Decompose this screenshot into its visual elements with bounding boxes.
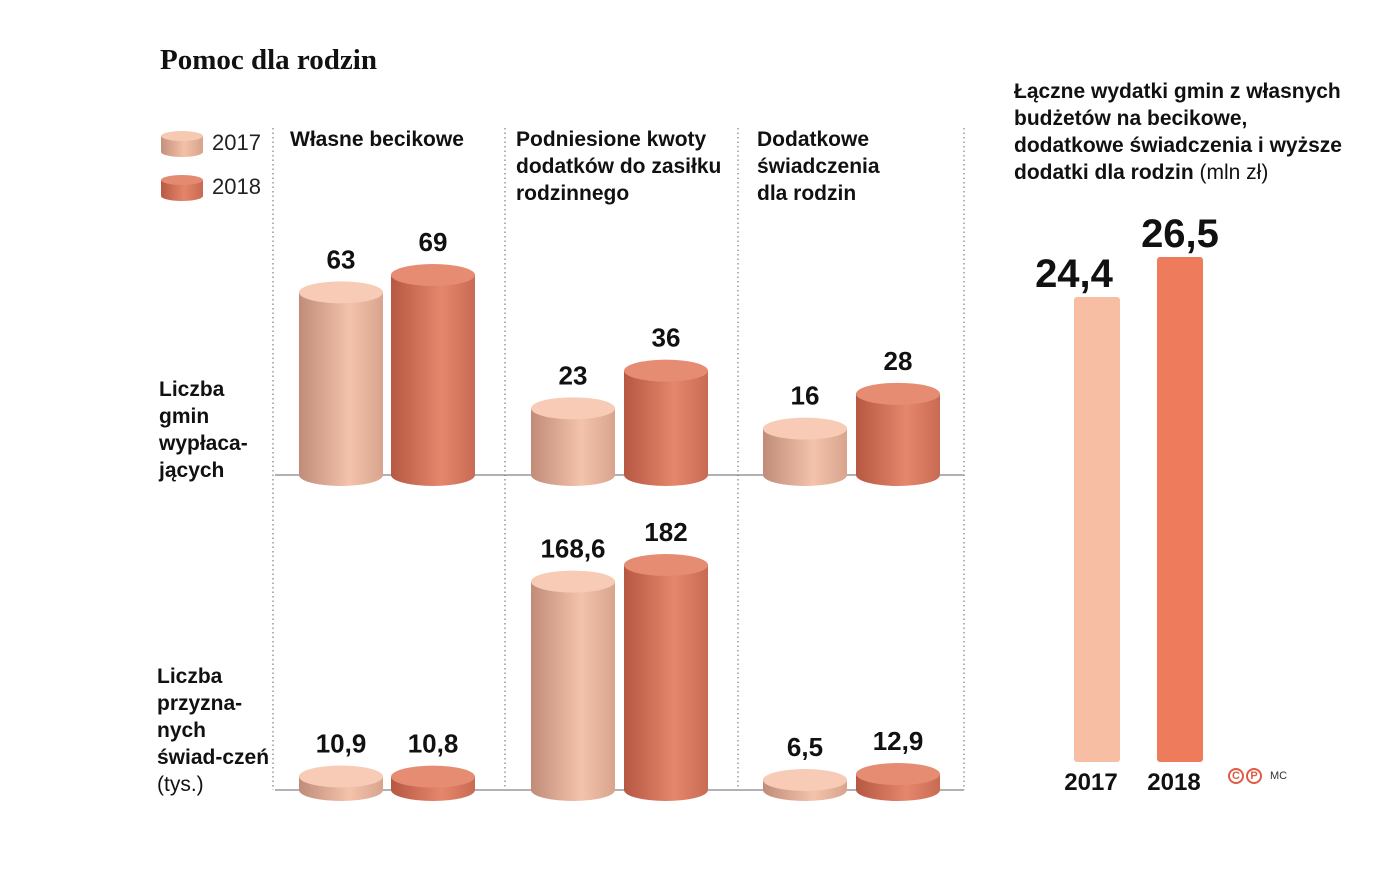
bar-top-p1-c0-s1: [391, 765, 475, 788]
bar-bottom-p0-c2-s1: [856, 464, 940, 486]
bar-label-p1-c2-s1: 12,9: [873, 726, 924, 756]
total-category-label-0: 2017: [1064, 769, 1117, 796]
total-value-label-0: 24,4: [1035, 252, 1114, 296]
chart-marks: 63 23 16 69 36 28 10,9 168,6 6,5 10,8 182 12,9 24,4 2…: [299, 212, 1219, 801]
row-label-gminy: Liczba gmin wypłaca-jących: [159, 376, 267, 484]
legend-cylinder-2018-icon: [161, 175, 203, 201]
bar-label-p1-c1-s0: 168,6: [540, 534, 605, 564]
right-panel-title-unit: (mln zł): [1199, 161, 1269, 184]
bar-p1-c0-s0: [299, 765, 383, 801]
right-panel-title: Łączne wydatki gmin z własnych budżetów …: [1014, 78, 1344, 186]
bar-top-p1-c1-s0: [531, 570, 615, 593]
bar-p0-c2-s0: [763, 417, 847, 486]
bar-label-p1-c0-s0: 10,9: [316, 729, 367, 759]
legend-label-2018: 2018: [212, 174, 261, 199]
bar-top-p0-c1-s0: [531, 397, 615, 420]
bar-bottom-p0-c0-s1: [391, 464, 475, 486]
bar-bottom-p1-c1-s1: [624, 779, 708, 801]
total-bar-0: [1074, 297, 1120, 762]
bar-top-p1-c2-s1: [856, 763, 940, 786]
legend-cylinder-2017-icon: [161, 131, 203, 157]
bar-label-p1-c0-s1: 10,8: [408, 729, 459, 759]
grid-lines: [272, 128, 965, 791]
bar-bottom-p1-c2-s1: [856, 779, 940, 801]
bar-body-p0-c0-s0: [299, 292, 383, 475]
bar-p0-c0-s0: [299, 281, 383, 486]
legend-item-2018: 2018: [160, 171, 261, 203]
copyright-icon: C: [1228, 768, 1244, 784]
bar-top-p0-c0-s0: [299, 281, 383, 304]
bar-body-p0-c1-s1: [624, 370, 708, 475]
bar-p1-c0-s1: [391, 765, 475, 801]
row-label-gminy-text: Liczba gmin wypłaca-jących: [159, 378, 248, 482]
bar-label-p0-c0-s0: 63: [327, 244, 356, 274]
bar-label-p0-c2-s1: 28: [884, 346, 913, 376]
legend-item-2017: 2017: [160, 127, 261, 159]
bar-top-p0-c2-s0: [763, 417, 847, 440]
bar-body-p1-c1-s1: [624, 565, 708, 790]
bar-label-p1-c2-s0: 6,5: [787, 732, 823, 762]
row-label-swiadczenia-text: Liczba przyzna-nych świad-czeń: [157, 665, 270, 769]
bar-top-p0-c2-s1: [856, 382, 940, 405]
bar-top-p1-c2-s0: [763, 769, 847, 791]
bar-p0-c2-s1: [856, 382, 940, 486]
bar-p1-c1-s0: [531, 570, 615, 801]
bar-bottom-p0-c1-s1: [624, 464, 708, 486]
row-label-swiadczenia: Liczba przyzna-nych świad-czeń (tys.): [157, 663, 275, 798]
bar-label-p1-c1-s1: 182: [644, 517, 687, 547]
total-value-label-1: 26,5: [1141, 212, 1219, 256]
bar-bottom-p0-c0-s0: [299, 464, 383, 486]
bar-label-p0-c2-s0: 16: [791, 381, 820, 411]
bar-label-p0-c1-s0: 23: [559, 360, 588, 390]
column-header-becikowe: Własne becikowe: [290, 128, 464, 151]
bar-p1-c2-s1: [856, 763, 940, 801]
chart-title: Pomoc dla rodzin: [160, 44, 377, 76]
column-header-swiadczenia: Dodatkowe świadczenia dla rodzin: [757, 128, 880, 205]
bar-body-p0-c2-s1: [856, 393, 940, 475]
right-panel-title-text: Łączne wydatki gmin z własnych budżetów …: [1014, 80, 1342, 184]
copyright: C P MC: [1228, 768, 1287, 784]
bar-body-p0-c0-s1: [391, 275, 475, 475]
bar-top-p0-c0-s1: [391, 264, 475, 286]
bar-p1-c2-s0: [763, 769, 847, 801]
bar-bottom-p0-c2-s0: [763, 464, 847, 486]
bar-p1-c1-s1: [624, 554, 708, 801]
legend-label-2017: 2017: [212, 130, 261, 155]
bar-p0-c1-s0: [531, 397, 615, 486]
bar-p0-c1-s1: [624, 359, 708, 486]
bar-top-p1-c0-s0: [299, 765, 383, 788]
bar-body-p0-c1-s0: [531, 408, 615, 475]
bar-p0-c0-s1: [391, 264, 475, 486]
bar-bottom-p0-c1-s0: [531, 464, 615, 486]
bar-top-p1-c1-s1: [624, 554, 708, 576]
bar-body-p1-c1-s0: [531, 581, 615, 790]
total-category-label-1: 2018: [1147, 769, 1200, 796]
row-label-swiadczenia-unit: (tys.): [157, 773, 204, 796]
column-header-dodatki: Podniesione kwoty dodatków do zasiłku ro…: [516, 128, 722, 205]
bar-label-p0-c1-s1: 36: [652, 323, 681, 353]
bar-label-p0-c0-s1: 69: [419, 227, 448, 257]
bar-top-p0-c1-s1: [624, 359, 708, 382]
total-bar-1: [1157, 257, 1203, 762]
bar-bottom-p1-c1-s0: [531, 779, 615, 801]
author-credit: MC: [1270, 770, 1288, 782]
p-icon: P: [1246, 768, 1262, 784]
